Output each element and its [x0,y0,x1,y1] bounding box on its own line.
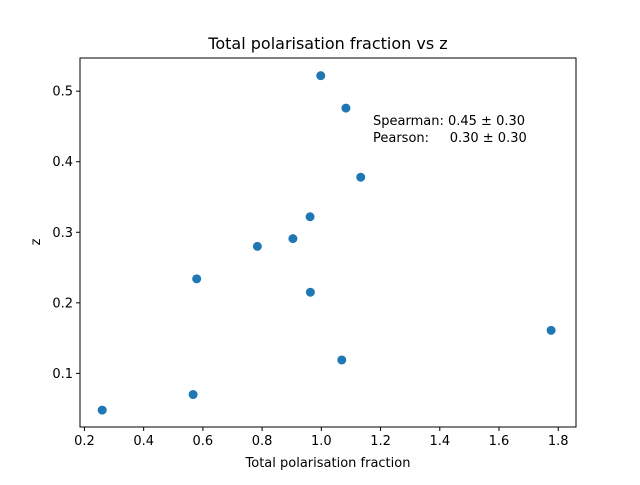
x-tick-label: 1.2 [370,434,391,449]
chart-title: Total polarisation fraction vs z [207,34,447,53]
data-point [305,287,315,297]
x-tick-label: 0.4 [133,434,154,449]
x-tick-label: 1.8 [548,434,569,449]
data-point [316,71,326,81]
y-axis-label: z [29,238,44,245]
y-tick-label: 0.4 [52,155,73,170]
data-point [188,390,198,400]
data-point [252,241,262,251]
y-tick-label: 0.2 [52,296,73,311]
y-tick-label: 0.1 [52,367,73,382]
data-point [192,274,202,284]
annotation-pearson: Pearson: 0.30 ± 0.30 [373,131,527,146]
x-tick-label: 1.6 [489,434,510,449]
y-axis-ticks: 0.1 0.2 0.3 0.4 0.5 [52,85,80,382]
y-tick-label: 0.5 [52,85,73,100]
y-tick-label: 0.3 [52,226,73,241]
annotation-spearman: Spearman: 0.45 ± 0.30 [373,114,525,129]
x-tick-label: 1.4 [429,434,450,449]
data-point [288,234,298,244]
points-layer [97,71,556,415]
x-tick-label: 0.2 [74,434,95,449]
x-tick-label: 1.0 [311,434,332,449]
data-point [337,355,347,365]
data-point [356,172,366,182]
x-axis-ticks: 0.2 0.4 0.6 0.8 1.0 1.2 1.4 1.6 1.8 [74,427,569,449]
x-tick-label: 0.8 [252,434,273,449]
data-point [97,405,107,415]
data-point [305,212,315,222]
plot-frame [79,57,577,428]
x-axis-label: Total polarisation fraction [245,456,411,471]
data-point [546,325,556,335]
x-tick-label: 0.6 [193,434,214,449]
data-point [341,103,351,113]
